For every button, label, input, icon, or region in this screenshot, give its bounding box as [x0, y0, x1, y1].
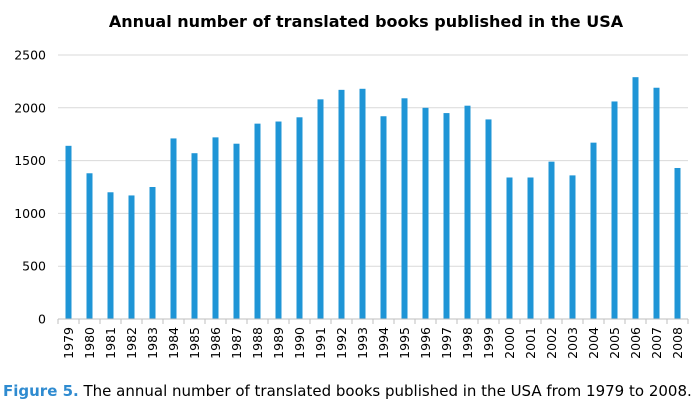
bar-1996 — [422, 107, 429, 319]
x-tick-label: 1995 — [397, 327, 412, 359]
x-tick-label: 1981 — [103, 327, 118, 359]
bar-1993 — [359, 88, 366, 320]
x-tick-label: 1991 — [313, 327, 328, 359]
bar-2001 — [527, 177, 534, 319]
bar-1998 — [464, 105, 471, 319]
x-tick-label: 1982 — [124, 327, 139, 359]
bar-2007 — [653, 87, 660, 320]
x-tick-label: 1985 — [187, 327, 202, 359]
bar-2004 — [590, 142, 597, 319]
y-tick-label: 2500 — [14, 48, 46, 63]
bars — [65, 77, 681, 320]
y-tick-labels: 0 500 1000 1500 2000 2500 — [14, 48, 46, 327]
bar-2006 — [632, 77, 639, 320]
bar-1995 — [401, 98, 408, 320]
bar-1986 — [212, 137, 219, 319]
bar-1999 — [485, 119, 492, 319]
x-tick-label: 1987 — [229, 327, 244, 359]
x-tick-label: 1992 — [334, 327, 349, 359]
bar-1981 — [107, 192, 114, 319]
y-tick-label: 0 — [38, 312, 46, 327]
gridlines — [58, 54, 688, 267]
bar-1979 — [65, 145, 72, 319]
x-tick-label: 1990 — [292, 327, 307, 359]
x-tick-label: 2002 — [544, 327, 559, 359]
y-tick-label: 1000 — [14, 206, 46, 221]
x-tick-label: 1996 — [418, 327, 433, 359]
bar-1991 — [317, 99, 324, 320]
x-tick-label: 2001 — [523, 327, 538, 359]
bar-chart: Annual number of translated books publis… — [14, 12, 689, 359]
y-tick-label: 500 — [22, 259, 46, 274]
x-tick-label: 1999 — [481, 327, 496, 359]
bar-2003 — [569, 175, 576, 319]
x-tick-labels: 1979 1980 1981 1982 1983 1984 1985 1986 1987 1988… — [61, 327, 685, 359]
bar-1980 — [86, 173, 93, 319]
x-tick-label: 1997 — [439, 327, 454, 359]
bar-1983 — [149, 187, 156, 319]
caption-label: Figure 5. — [3, 382, 79, 400]
chart-title: Annual number of translated books publis… — [109, 12, 624, 31]
bar-1984 — [170, 138, 177, 319]
x-tick-label: 2000 — [502, 327, 517, 359]
bar-1989 — [275, 121, 282, 319]
x-tick-label: 1979 — [61, 327, 76, 359]
x-tick-label: 1994 — [376, 327, 391, 359]
figure-caption: Figure 5. The annual number of translate… — [3, 381, 692, 401]
bar-2008 — [674, 167, 681, 319]
bar-2002 — [548, 161, 555, 319]
x-tick-label: 2005 — [607, 327, 622, 359]
x-tick-label: 2004 — [586, 327, 601, 359]
bar-1994 — [380, 116, 387, 319]
bar-1990 — [296, 117, 303, 319]
bar-1997 — [443, 113, 450, 319]
bar-1992 — [338, 89, 345, 320]
bar-2005 — [611, 101, 618, 320]
x-tick-label: 2007 — [649, 327, 664, 359]
x-tick-label: 1993 — [355, 327, 370, 359]
x-tick-label: 1998 — [460, 327, 475, 359]
y-tick-label: 2000 — [14, 100, 46, 115]
y-tick-label: 1500 — [14, 153, 46, 168]
x-tick-label: 1989 — [271, 327, 286, 359]
x-tick-label: 2008 — [670, 327, 685, 359]
bar-1987 — [233, 143, 240, 319]
axes — [57, 318, 689, 324]
x-tick-label: 2006 — [628, 327, 643, 359]
bar-1988 — [254, 123, 261, 319]
x-tick-label: 1983 — [145, 327, 160, 359]
caption-text: The annual number of translated books pu… — [78, 382, 692, 400]
x-tick-label: 1984 — [166, 327, 181, 359]
bar-1985 — [191, 153, 198, 319]
bar-2000 — [506, 177, 513, 319]
x-tick-label: 2003 — [565, 327, 580, 359]
bar-1982 — [128, 195, 135, 319]
x-tick-label: 1980 — [82, 327, 97, 359]
x-tick-label: 1988 — [250, 327, 265, 359]
x-tick-label: 1986 — [208, 327, 223, 359]
